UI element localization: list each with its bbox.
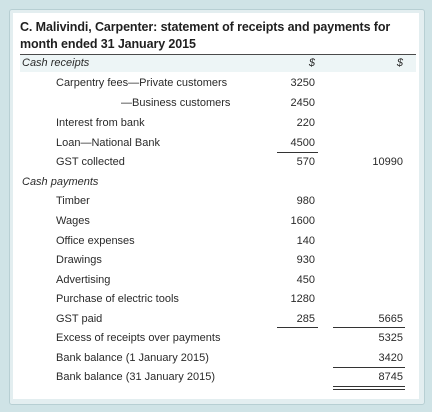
row-amount-1: 1600 bbox=[290, 215, 315, 227]
row-amount-2: 8745 bbox=[378, 371, 403, 383]
table-row: Timber 980 bbox=[0, 193, 432, 213]
table-row: Drawings 930 bbox=[0, 252, 432, 272]
row-label: Bank balance (1 January 2015) bbox=[56, 352, 209, 364]
title-divider bbox=[20, 54, 416, 55]
table-row: Bank balance (31 January 2015) 8745 bbox=[0, 369, 432, 389]
section-heading-row: Cash payments bbox=[0, 174, 432, 194]
subtotal-rule bbox=[277, 327, 318, 328]
statement-card bbox=[13, 13, 419, 399]
row-amount-1: 1280 bbox=[290, 293, 315, 305]
row-amount-1: 4500 bbox=[290, 137, 315, 149]
row-label: Bank balance (31 January 2015) bbox=[56, 371, 215, 383]
row-amount-1: 450 bbox=[296, 274, 315, 286]
row-label: Timber bbox=[56, 195, 90, 207]
statement-title: C. Malivindi, Carpenter: statement of re… bbox=[20, 20, 391, 51]
column-2-currency: $ bbox=[396, 57, 403, 69]
row-label: Excess of receipts over payments bbox=[56, 332, 221, 344]
row-label: —Business customers bbox=[121, 97, 231, 109]
row-amount-1: 220 bbox=[296, 117, 315, 129]
table-row: GST paid 285 5665 bbox=[0, 311, 432, 331]
row-amount-1: 2450 bbox=[290, 97, 315, 109]
total-rule bbox=[333, 367, 405, 368]
row-label: Purchase of electric tools bbox=[56, 293, 179, 305]
row-amount-1: 140 bbox=[296, 235, 315, 247]
receipts-heading: Cash receipts bbox=[22, 57, 90, 69]
table-row: Office expenses 140 bbox=[0, 233, 432, 253]
table-row: Excess of receipts over payments 5325 bbox=[0, 330, 432, 350]
column-1-currency: $ bbox=[308, 57, 315, 69]
row-label: Drawings bbox=[56, 254, 102, 266]
row-amount-1: 930 bbox=[296, 254, 315, 266]
row-label: Loan—National Bank bbox=[56, 137, 160, 149]
header-row: Cash receipts $ $ bbox=[0, 55, 432, 75]
row-label: Office expenses bbox=[56, 235, 135, 247]
subtotal-rule bbox=[277, 152, 318, 153]
row-label: Advertising bbox=[56, 274, 111, 286]
row-amount-1: 285 bbox=[296, 313, 315, 325]
column-header-band bbox=[20, 55, 416, 72]
row-label: Carpentry fees—Private customers bbox=[56, 77, 228, 89]
table-row: Carpentry fees—Private customers 3250 bbox=[0, 75, 432, 95]
row-amount-2: 10990 bbox=[372, 156, 403, 168]
table-row: —Business customers 2450 bbox=[0, 95, 432, 115]
table-row: Loan—National Bank 4500 bbox=[0, 135, 432, 155]
table-row: Wages 1600 bbox=[0, 213, 432, 233]
row-amount-1: 980 bbox=[296, 195, 315, 207]
table-row: Purchase of electric tools 1280 bbox=[0, 291, 432, 311]
row-amount-1: 570 bbox=[296, 156, 315, 168]
row-label: GST collected bbox=[56, 156, 125, 168]
row-amount-1: 3250 bbox=[290, 77, 315, 89]
table-row: Advertising 450 bbox=[0, 272, 432, 292]
payments-heading: Cash payments bbox=[22, 176, 99, 188]
table-row: Bank balance (1 January 2015) 3420 bbox=[0, 350, 432, 370]
row-amount-2: 5325 bbox=[378, 332, 403, 344]
grand-total-double-rule bbox=[333, 386, 405, 390]
table-row: GST collected 570 10990 bbox=[0, 154, 432, 174]
row-label: Interest from bank bbox=[56, 117, 145, 129]
row-amount-2: 3420 bbox=[378, 352, 403, 364]
row-label: Wages bbox=[56, 215, 90, 227]
table-row: Interest from bank 220 bbox=[0, 115, 432, 135]
total-rule bbox=[333, 327, 405, 328]
row-label: GST paid bbox=[56, 313, 103, 325]
row-amount-2: 5665 bbox=[378, 313, 403, 325]
